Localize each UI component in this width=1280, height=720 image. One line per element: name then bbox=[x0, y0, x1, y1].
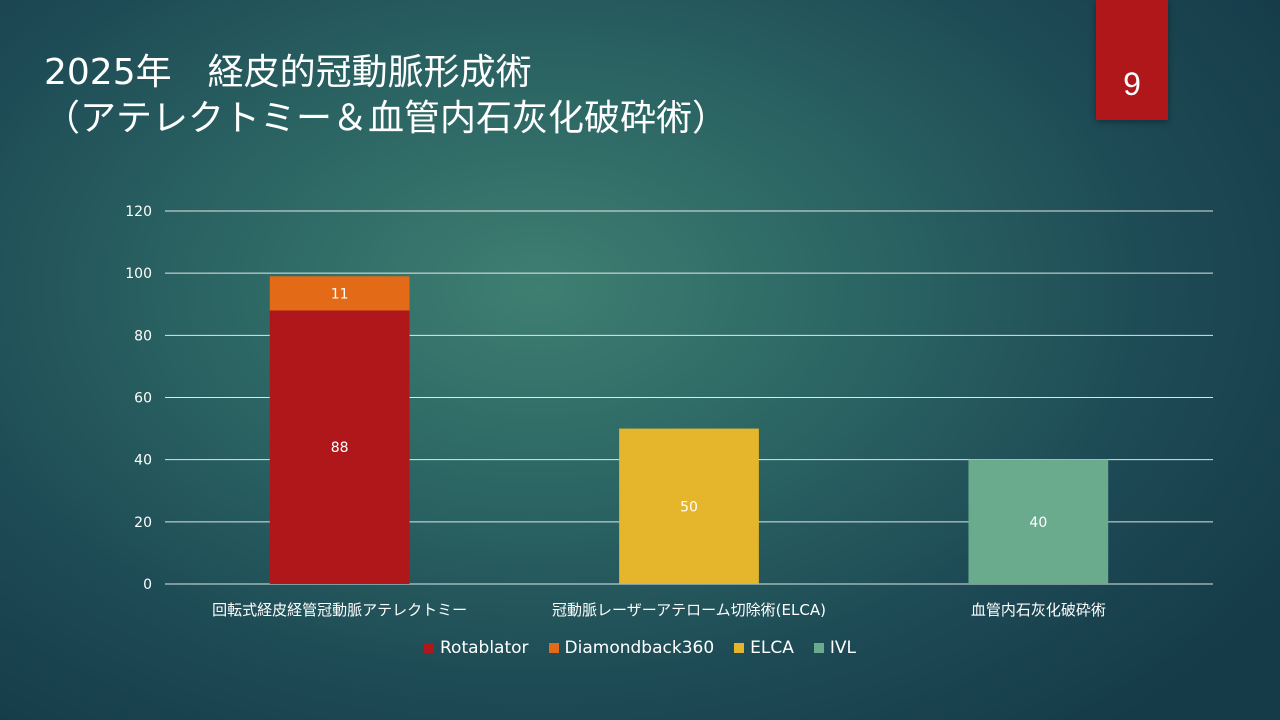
y-tick-label: 60 bbox=[134, 391, 152, 407]
data-label: 40 bbox=[1029, 515, 1047, 531]
legend-swatch bbox=[734, 643, 745, 653]
y-tick-label: 0 bbox=[143, 577, 152, 593]
y-tick-label: 40 bbox=[134, 453, 152, 469]
y-tick-label: 100 bbox=[125, 266, 152, 282]
legend-item-ivl: IVL bbox=[813, 638, 856, 658]
legend-item-rotablator: Rotablator bbox=[424, 638, 529, 658]
legend-swatch bbox=[548, 643, 559, 653]
x-category-label: 血管内石灰化破砕術 bbox=[971, 601, 1106, 619]
bar-elca bbox=[619, 428, 759, 584]
bar-diamondback360 bbox=[269, 276, 410, 311]
legend-label: Rotablator bbox=[440, 638, 529, 658]
data-label: 11 bbox=[331, 286, 349, 302]
data-label: 50 bbox=[680, 499, 698, 515]
legend-item-elca: ELCA bbox=[734, 638, 794, 658]
y-tick-label: 120 bbox=[125, 204, 152, 220]
page-number-tab: 9 bbox=[1096, 0, 1168, 120]
x-category-label: 回転式経皮経管冠動脈アテレクトミー bbox=[212, 601, 467, 619]
slide-title: 2025年 経皮的冠動脈形成術 （アテレクトミー＆血管内石灰化破砕術） bbox=[44, 50, 1064, 142]
bar-rotablator bbox=[269, 310, 410, 584]
legend-swatch bbox=[424, 643, 434, 653]
legend-label: IVL bbox=[829, 638, 856, 658]
data-label: 88 bbox=[331, 440, 349, 456]
legend-swatch bbox=[813, 643, 824, 653]
bar-ivl bbox=[968, 459, 1109, 584]
y-tick-label: 80 bbox=[134, 328, 152, 344]
legend-label: Diamondback360 bbox=[564, 638, 715, 658]
legend-item-diamondback360: Diamondback360 bbox=[548, 638, 715, 658]
x-category-label: 冠動脈レーザーアテローム切除術(ELCA) bbox=[552, 601, 826, 619]
legend-label: ELCA bbox=[750, 638, 794, 658]
chart-legend: Rotablator Diamondback360 ELCA IVL bbox=[0, 638, 1280, 658]
page-number: 9 bbox=[1123, 66, 1141, 102]
slide-title-line2: （アテレクトミー＆血管内石灰化破砕術） bbox=[44, 98, 729, 139]
slide-title-line1: 2025年 経皮的冠動脈形成術 bbox=[44, 52, 532, 93]
y-tick-label: 20 bbox=[134, 515, 152, 531]
